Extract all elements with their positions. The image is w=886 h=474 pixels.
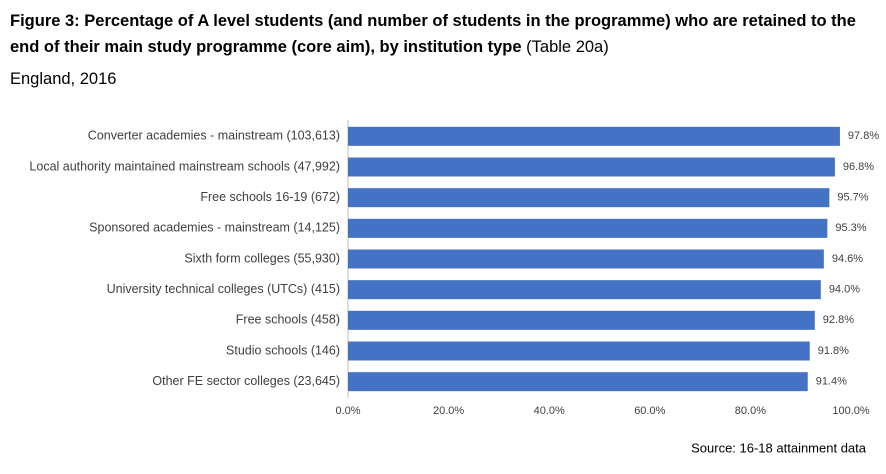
source-note: Source: 16-18 attainment data <box>691 440 867 455</box>
y-tick-label: Converter academies - mainstream (103,61… <box>88 129 340 143</box>
bar <box>348 249 824 269</box>
bar <box>348 218 828 238</box>
bar <box>348 157 835 177</box>
x-tick-label: 20.0% <box>433 405 464 417</box>
value-label: 91.4% <box>816 376 847 388</box>
bar <box>348 280 821 300</box>
value-label: 91.8% <box>818 345 849 357</box>
value-label: 94.6% <box>832 253 863 265</box>
y-tick-label: Free schools 16-19 (672) <box>200 190 340 204</box>
value-label: 97.8% <box>848 130 879 142</box>
title-suffix: (Table 20a) <box>526 38 609 56</box>
value-label: 95.7% <box>837 192 868 204</box>
y-tick-label: Studio schools (146) <box>226 343 340 357</box>
y-tick-label: Sponsored academies - mainstream (14,125… <box>89 221 340 235</box>
y-tick-label: University technical colleges (UTCs) (41… <box>107 282 340 296</box>
y-tick-label: Other FE sector colleges (23,645) <box>152 374 340 388</box>
value-label: 95.3% <box>835 222 866 234</box>
x-tick-label: 0.0% <box>335 405 360 417</box>
chart-title: Figure 3: Percentage of A level students… <box>10 8 880 60</box>
y-tick-label: Local authority maintained mainstream sc… <box>29 159 340 173</box>
x-tick-label: 80.0% <box>735 405 766 417</box>
x-tick-label: 40.0% <box>534 405 565 417</box>
title-main: Figure 3: Percentage of A level students… <box>10 12 856 56</box>
y-tick-label: Sixth form colleges (55,930) <box>184 251 340 265</box>
value-label: 96.8% <box>843 161 874 173</box>
bar <box>348 188 830 208</box>
bar <box>348 310 815 330</box>
bar <box>348 341 810 361</box>
x-tick-label: 60.0% <box>634 405 665 417</box>
y-tick-label: Free schools (458) <box>236 313 340 327</box>
value-label: 94.0% <box>829 284 860 296</box>
bar <box>348 372 808 392</box>
value-label: 92.8% <box>823 314 854 326</box>
x-tick-label: 100.0% <box>832 405 870 417</box>
bar <box>348 126 840 146</box>
subtitle: England, 2016 <box>10 70 117 88</box>
